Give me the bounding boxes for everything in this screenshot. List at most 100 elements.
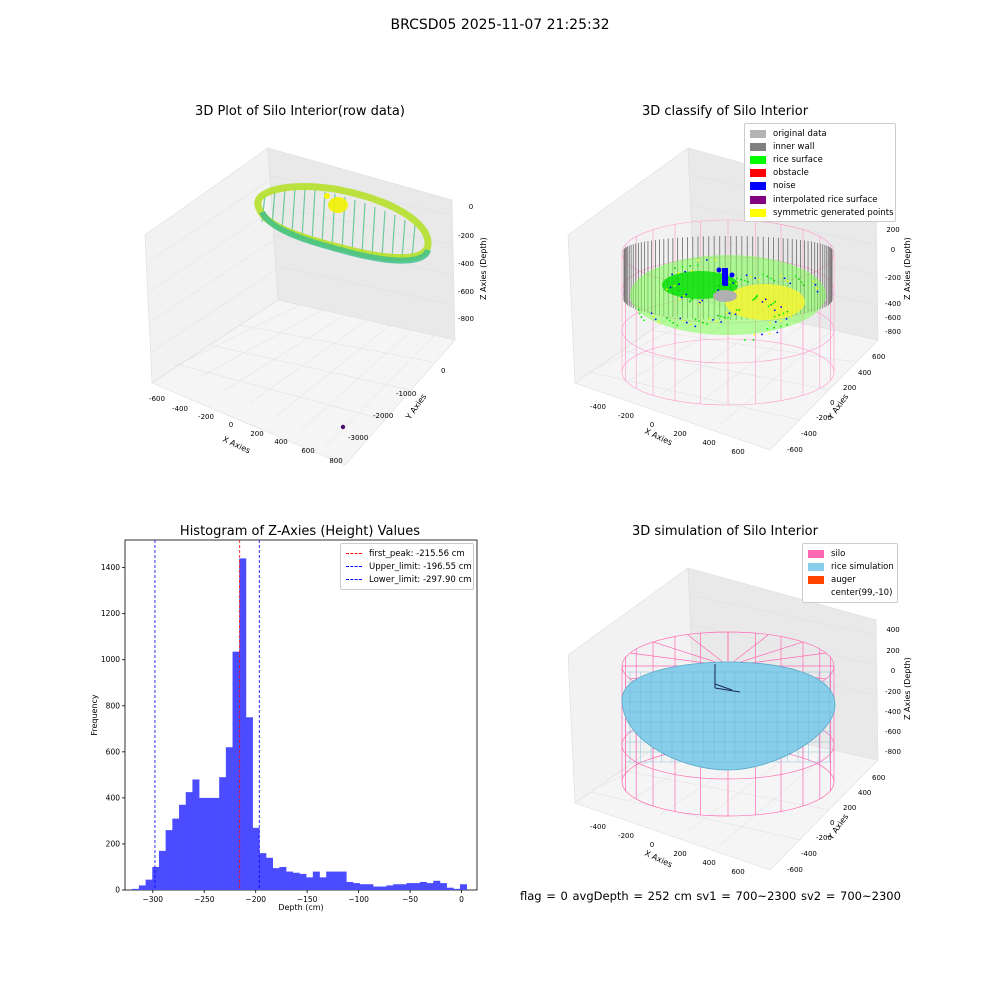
histogram-bar: [272, 868, 280, 890]
histogram-y-ticks: 0 200 400 600 800 1000 1200 1400: [101, 563, 125, 895]
classify-y-tick: 600: [872, 353, 885, 361]
legend-swatch: [346, 566, 362, 568]
classify-z-ticks: 200 0 -200 -400 -600 -800: [885, 226, 901, 336]
histogram-bar: [326, 871, 334, 890]
raw-y-ticks: 0 -1000 -2000 -3000: [348, 367, 445, 442]
simulation-y-tick: 0: [830, 819, 834, 827]
legend-swatch: [750, 195, 766, 204]
histogram-bar: [179, 804, 187, 890]
raw-z-tick: 0: [469, 203, 473, 211]
raw-z-tick: -200: [458, 232, 474, 240]
histogram-y-tick: 0: [115, 886, 120, 895]
histogram-bar: [219, 777, 227, 890]
histogram-bar: [245, 717, 253, 890]
raw-floor: [151, 299, 456, 466]
histogram-bar: [460, 884, 468, 890]
legend-entry: noise: [750, 180, 890, 193]
simulation-x-ticks: -400 -200 0 200 400 600: [590, 823, 745, 876]
legend-entry: Lower_limit: -297.90 cm: [346, 573, 471, 586]
classify-x-tick: -400: [590, 403, 606, 411]
histogram-bar: [406, 883, 414, 890]
histogram-bar: [279, 866, 287, 890]
legend-label: first_peak: -215.56 cm: [369, 548, 465, 559]
legend-swatch: [750, 169, 766, 178]
legend-swatch: [808, 562, 824, 571]
histogram-x-tick: −200: [245, 895, 266, 904]
classify-z-tick: -800: [885, 328, 901, 336]
histogram-bar: [172, 818, 180, 890]
histogram-x-tick: −150: [297, 895, 318, 904]
classify-z-tick: -400: [885, 300, 901, 308]
classify-y-tick: 400: [858, 369, 871, 377]
simulation-auger: [714, 664, 741, 693]
classify-z-tick: 0: [891, 246, 895, 254]
classify-x-tick: 600: [731, 448, 744, 456]
legend-swatch: [750, 182, 766, 191]
histogram-bar: [306, 877, 314, 890]
histogram-bar: [319, 877, 327, 890]
classify-y-tick: -600: [787, 446, 803, 454]
simulation-y-tick: -200: [816, 834, 832, 842]
histogram-bar: [439, 883, 447, 890]
histogram-bar: [413, 883, 421, 890]
classify-plot-title: 3D classify of Silo Interior: [641, 104, 809, 119]
classify-x-label: X Axies: [643, 427, 674, 448]
raw-x-tick: 200: [250, 430, 263, 438]
simulation-y-tick: -600: [787, 866, 803, 874]
raw-y-tick: -1000: [396, 390, 416, 398]
histogram-bar: [359, 884, 367, 890]
histogram-reference-lines: [154, 540, 260, 890]
simulation-z-label: Z Axies (Depth): [903, 657, 912, 720]
histogram-legend: first_peak: -215.56 cm Upper_limit: -196.…: [340, 543, 474, 590]
raw-x-tick: 600: [301, 447, 314, 455]
histogram-y-tick: 800: [106, 701, 121, 710]
histogram-bar: [138, 885, 146, 890]
histogram-bar: [252, 827, 260, 890]
status-footer: flag = 0 avgDepth = 252 cm sv1 = 700~230…: [520, 889, 901, 903]
histogram-bar: [332, 871, 340, 890]
classify-noise-points: [716, 267, 735, 286]
legend-entry: rice simulation: [808, 560, 894, 573]
simulation-y-label: Y Axies: [826, 812, 851, 842]
classify-y-tick: -200: [816, 414, 832, 422]
classify-x-tick: 0: [650, 421, 654, 429]
legend-swatch: [808, 575, 824, 584]
classify-x-ticks: -400 -200 0 200 400 600: [590, 403, 745, 456]
simulation-z-tick: -600: [885, 728, 901, 736]
classify-x-tick: 200: [673, 430, 686, 438]
histogram-bar: [299, 873, 307, 890]
legend-swatch: [750, 142, 766, 151]
histogram-x-ticks: −300 −250 −200 −150 −100 −50 0: [142, 890, 464, 904]
simulation-z-tick: -800: [885, 748, 901, 756]
classify-y-tick: 200: [843, 384, 856, 392]
simulation-x-tick: 200: [673, 850, 686, 858]
legend-swatch: [808, 549, 824, 558]
histogram-bar: [239, 558, 247, 890]
classify-y-tick: -400: [801, 430, 817, 438]
histogram-bar: [366, 884, 374, 890]
simulation-x-tick: 400: [702, 859, 715, 867]
histogram-x-tick: 0: [459, 895, 464, 904]
histogram-bar: [205, 797, 213, 890]
simulation-z-tick: -200: [885, 688, 901, 696]
legend-label: original data: [773, 128, 827, 139]
raw-point-cloud: [254, 183, 432, 264]
histogram-y-tick: 1400: [101, 563, 120, 572]
legend-entry: first_peak: -215.56 cm: [346, 547, 468, 560]
legend-label: center(99,-10): [831, 588, 893, 599]
histogram-bar: [312, 871, 320, 890]
figure-suptitle: BRCSD05 2025-11-07 21:25:32: [390, 17, 610, 33]
legend-label: interpolated rice surface: [773, 194, 878, 205]
histogram-bar: [259, 853, 267, 890]
legend-label: Upper_limit: -196.55 cm: [369, 561, 472, 572]
classify-x-tick: -200: [618, 412, 634, 420]
histogram-y-label: Frequency: [90, 694, 99, 736]
histogram-x-tick: −300: [142, 895, 163, 904]
histogram-chart[interactable]: −300 −250 −200 −150 −100 −50 0 0 200 400 600 800 10…: [60, 530, 490, 920]
histogram-bar: [433, 880, 441, 890]
histogram-bar: [212, 797, 220, 890]
legend-entry: symmetric generated points: [750, 206, 894, 219]
